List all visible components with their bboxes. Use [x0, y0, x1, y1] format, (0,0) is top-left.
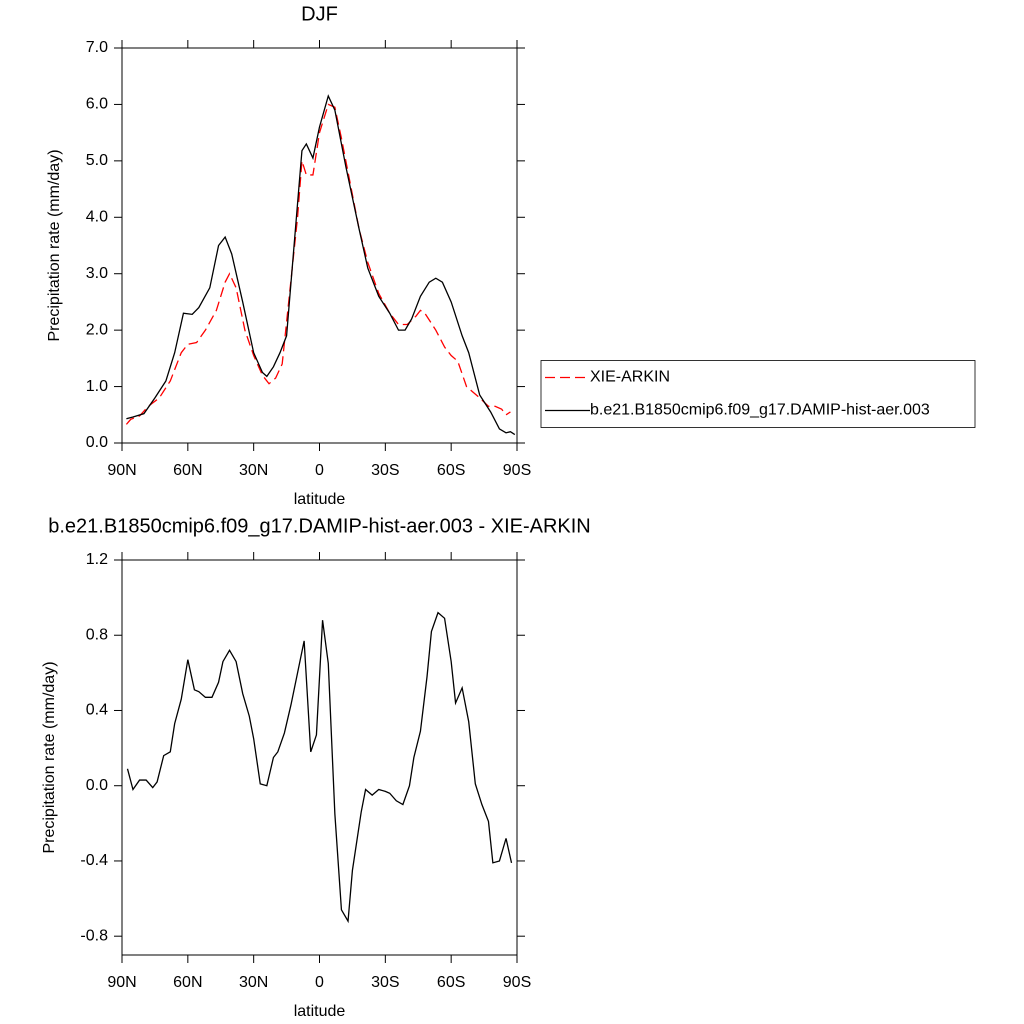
- legend-label: b.e21.B1850cmip6.f09_g17.DAMIP-hist-aer.…: [590, 402, 930, 419]
- y-tick-label: 4.0: [86, 209, 108, 226]
- y-tick-label: 3.0: [86, 265, 108, 282]
- x-axis-label: latitude: [294, 491, 346, 508]
- plot-frame: [121, 559, 518, 956]
- x-axis-label: latitude: [294, 1003, 346, 1020]
- chart-title: DJF: [301, 3, 338, 25]
- x-tick-label: 90N: [107, 462, 136, 479]
- data-line: [125, 103, 511, 425]
- y-axis-label: Precipitation rate (mm/day): [41, 661, 58, 853]
- data-line: [126, 94, 516, 436]
- x-tick-label: 0: [315, 974, 324, 991]
- x-tick-label: 30S: [371, 462, 399, 479]
- x-tick-label: 30N: [239, 974, 268, 991]
- x-tick-label: 60S: [437, 974, 465, 991]
- y-tick-label: 2.0: [86, 321, 108, 338]
- y-tick-label: 0.0: [86, 777, 108, 794]
- chart-title: b.e21.B1850cmip6.f09_g17.DAMIP-hist-aer.…: [48, 515, 591, 537]
- x-tick-label: 30S: [371, 974, 399, 991]
- x-tick-label: 0: [315, 462, 324, 479]
- y-tick-label: -0.4: [80, 852, 108, 869]
- x-tick-label: 90S: [503, 974, 531, 991]
- y-tick-label: 1.2: [86, 551, 108, 568]
- y-tick-label: 0.4: [86, 702, 108, 719]
- x-tick-label: 60S: [437, 462, 465, 479]
- x-tick-label: 60N: [173, 462, 202, 479]
- y-tick-label: 6.0: [86, 96, 108, 113]
- legend-box: [540, 360, 976, 428]
- y-tick-label: 0.0: [86, 434, 108, 451]
- x-tick-label: 90N: [107, 974, 136, 991]
- y-tick-label: -0.8: [80, 927, 108, 944]
- x-tick-label: 30N: [239, 462, 268, 479]
- y-tick-label: 1.0: [86, 378, 108, 395]
- y-tick-label: 7.0: [86, 39, 108, 56]
- x-tick-label: 60N: [173, 974, 202, 991]
- y-axis-label: Precipitation rate (mm/day): [46, 149, 63, 341]
- data-line: [126, 611, 513, 924]
- y-tick-label: 5.0: [86, 152, 108, 169]
- x-tick-label: 90S: [503, 462, 531, 479]
- legend-label: XIE-ARKIN: [590, 369, 670, 386]
- plot-frame: [121, 47, 518, 444]
- y-tick-label: 0.8: [86, 626, 108, 643]
